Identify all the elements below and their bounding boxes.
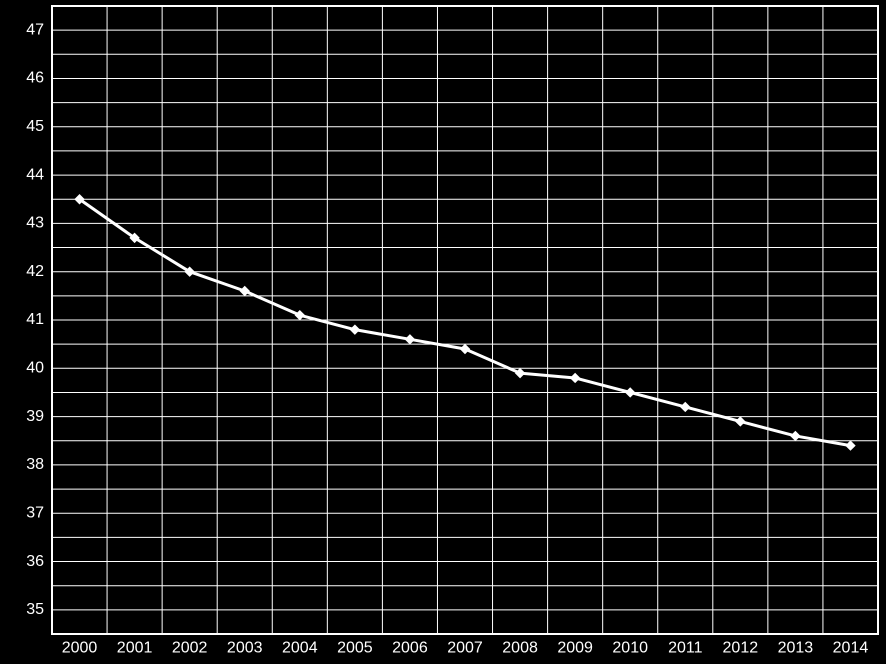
- y-tick-label: 39: [26, 408, 44, 425]
- x-tick-label: 2014: [833, 639, 869, 656]
- x-tick-label: 2008: [502, 639, 538, 656]
- x-tick-label: 2007: [447, 639, 483, 656]
- y-tick-label: 40: [26, 360, 44, 377]
- x-tick-label: 2001: [117, 639, 153, 656]
- x-tick-label: 2005: [337, 639, 373, 656]
- y-tick-label: 38: [26, 456, 44, 473]
- x-tick-label: 2000: [62, 639, 98, 656]
- x-tick-label: 2011: [668, 639, 703, 656]
- x-tick-label: 2003: [227, 639, 263, 656]
- y-tick-label: 36: [26, 553, 44, 570]
- y-tick-label: 43: [26, 215, 44, 232]
- y-tick-label: 35: [26, 601, 44, 618]
- y-tick-label: 44: [26, 166, 44, 183]
- x-tick-label: 2012: [723, 639, 759, 656]
- x-tick-label: 2010: [612, 639, 648, 656]
- chart-svg: 35 36 37 38 39 40 41 42 43 44 45 46 47 2000 2001 2002 20…: [0, 0, 886, 664]
- y-tick-label: 45: [26, 118, 44, 135]
- y-tick-label: 47: [26, 21, 44, 38]
- x-tick-label: 2006: [392, 639, 428, 656]
- x-tick-label: 2004: [282, 639, 318, 656]
- line-chart: 35 36 37 38 39 40 41 42 43 44 45 46 47 2000 2001 2002 20…: [0, 0, 886, 664]
- x-tick-label: 2013: [778, 639, 814, 656]
- x-tick-label: 2002: [172, 639, 208, 656]
- y-tick-label: 42: [26, 263, 44, 280]
- x-tick-label: 2009: [557, 639, 593, 656]
- y-tick-label: 41: [26, 311, 44, 328]
- y-tick-label: 46: [26, 70, 44, 87]
- y-tick-label: 37: [26, 504, 44, 521]
